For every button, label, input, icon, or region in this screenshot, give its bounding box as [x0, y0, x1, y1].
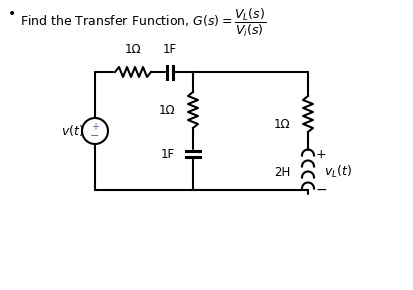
Text: −: −	[316, 183, 328, 197]
Text: +: +	[316, 148, 327, 160]
Text: 1Ω: 1Ω	[273, 117, 290, 130]
Text: Find the Transfer Function, $G(s) = \dfrac{V_L(s)}{V_i(s)}$: Find the Transfer Function, $G(s) = \dfr…	[20, 7, 266, 39]
Text: +: +	[91, 122, 99, 132]
Text: 1F: 1F	[161, 148, 175, 160]
Text: −: −	[90, 131, 100, 141]
Text: 1Ω: 1Ω	[158, 104, 175, 117]
Text: 1Ω: 1Ω	[125, 43, 141, 56]
Text: 2H: 2H	[274, 166, 290, 179]
Text: $v_L(t)$: $v_L(t)$	[324, 164, 352, 180]
Text: 1F: 1F	[163, 43, 177, 56]
Text: •: •	[8, 7, 16, 21]
Text: $v(t)$: $v(t)$	[61, 124, 83, 139]
